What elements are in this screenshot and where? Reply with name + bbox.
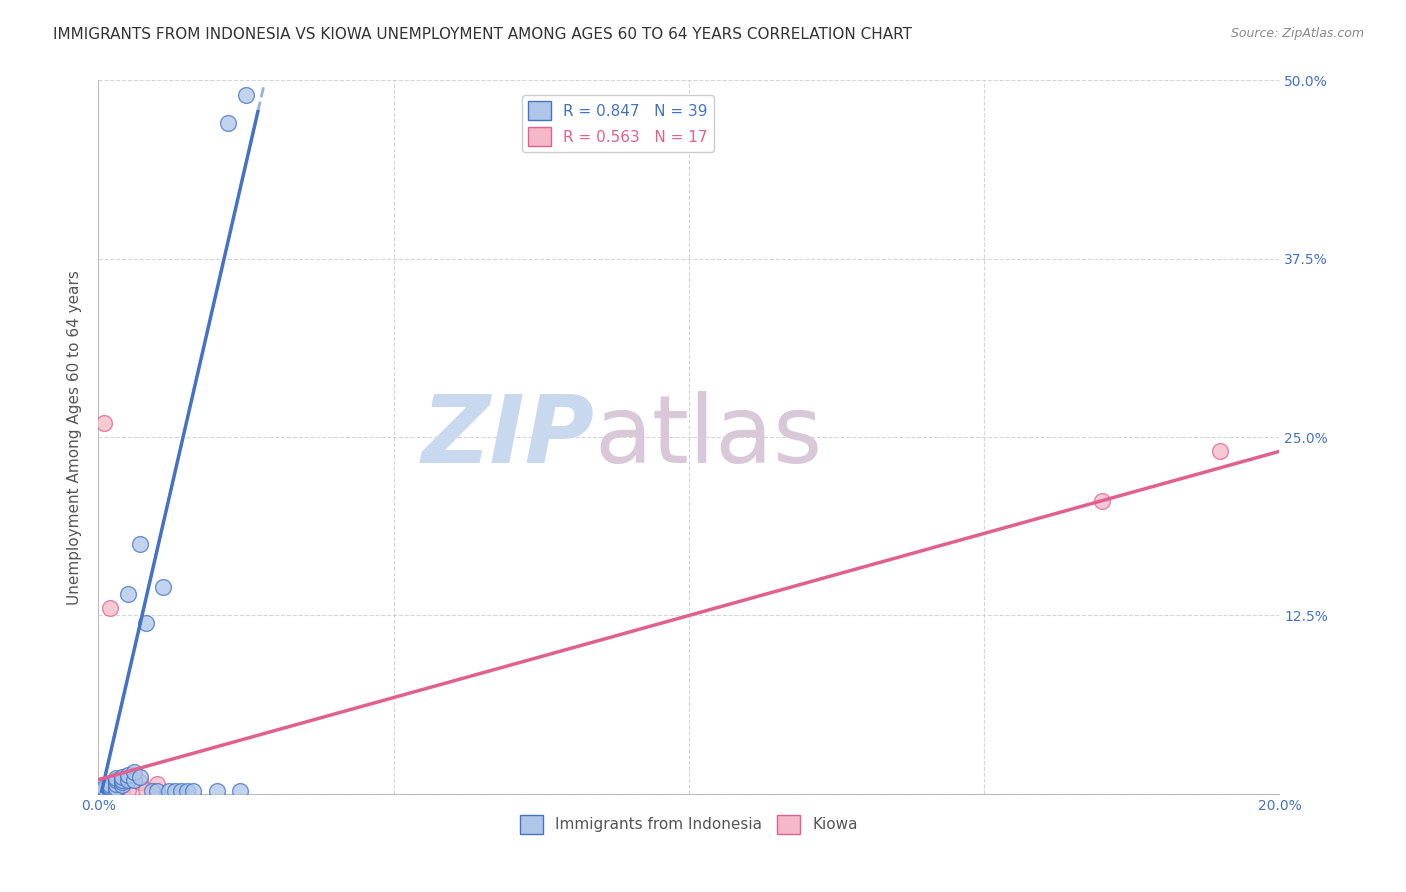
Point [146, 784, 169, 798]
Point [98, 784, 121, 798]
Text: atlas: atlas [595, 391, 823, 483]
Point [205, 784, 228, 798]
Point [105, 771, 128, 785]
Point [122, 772, 145, 787]
Y-axis label: Unemployment Among Ages 60 to 64 years: Unemployment Among Ages 60 to 64 years [66, 269, 82, 605]
Point [1209, 444, 1232, 458]
Point [105, 777, 128, 791]
Point [111, 772, 134, 787]
Point [93, 781, 115, 796]
Point [176, 784, 198, 798]
Point [93, 416, 115, 430]
Point [93, 784, 115, 798]
Point [165, 784, 187, 798]
Point [105, 784, 128, 798]
Point [128, 537, 150, 551]
Point [98, 780, 121, 794]
Point [128, 775, 150, 789]
Point [98, 782, 121, 797]
Point [93, 782, 115, 797]
Point [117, 782, 139, 797]
Text: IMMIGRANTS FROM INDONESIA VS KIOWA UNEMPLOYMENT AMONG AGES 60 TO 64 YEARS CORREL: IMMIGRANTS FROM INDONESIA VS KIOWA UNEMP… [53, 27, 912, 42]
Legend: Immigrants from Indonesia, Kiowa: Immigrants from Indonesia, Kiowa [513, 809, 865, 839]
Point [105, 784, 128, 798]
Point [229, 784, 252, 798]
Point [111, 770, 134, 784]
Point [135, 782, 157, 797]
Point [146, 777, 169, 791]
Point [111, 778, 134, 792]
Point [217, 116, 239, 130]
Point [1091, 494, 1114, 508]
Point [98, 782, 121, 797]
Point [105, 781, 128, 796]
Point [117, 768, 139, 782]
Point [181, 784, 204, 798]
Point [93, 784, 115, 798]
Point [111, 775, 134, 789]
Text: Source: ZipAtlas.com: Source: ZipAtlas.com [1230, 27, 1364, 40]
Point [93, 784, 115, 798]
Point [98, 784, 121, 798]
Point [117, 587, 139, 601]
Point [152, 580, 174, 594]
Point [93, 782, 115, 797]
Point [98, 778, 121, 792]
Point [122, 768, 145, 782]
Point [128, 770, 150, 784]
Point [117, 772, 139, 787]
Point [105, 782, 128, 797]
Text: ZIP: ZIP [422, 391, 595, 483]
Point [111, 784, 134, 798]
Point [98, 781, 121, 796]
Point [105, 772, 128, 787]
Point [157, 784, 180, 798]
Point [170, 784, 193, 798]
Point [122, 765, 145, 780]
Point [141, 784, 163, 798]
Point [105, 780, 128, 794]
Point [98, 601, 121, 615]
Point [98, 780, 121, 794]
Point [135, 615, 157, 630]
Point [235, 87, 257, 102]
